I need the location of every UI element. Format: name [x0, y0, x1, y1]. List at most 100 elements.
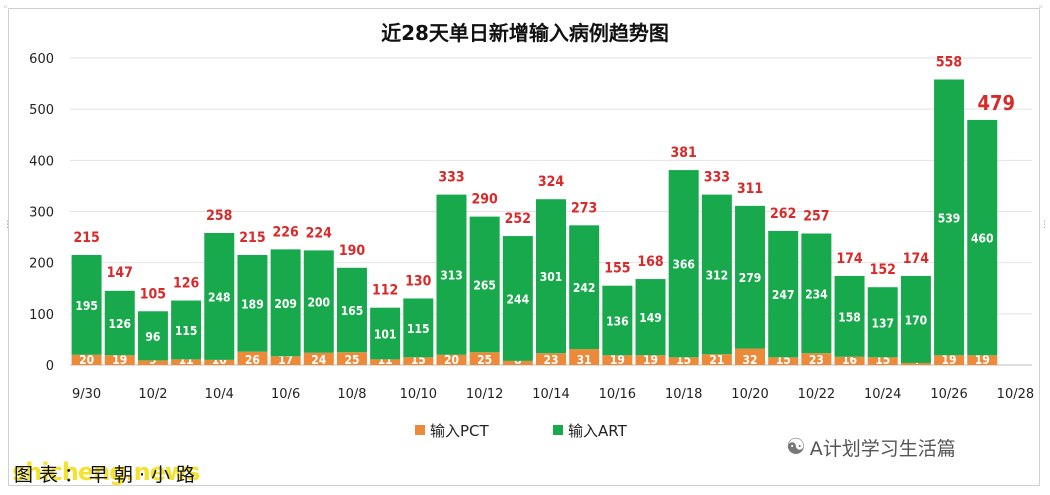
bar-art [635, 279, 666, 356]
bar-art [602, 285, 633, 356]
bar-art [735, 205, 766, 349]
bar-art-label: 209 [274, 297, 297, 311]
total-label: 381 [671, 145, 697, 161]
bar-art [569, 225, 600, 350]
bar-art-label: 158 [838, 310, 861, 324]
total-label: 262 [770, 206, 796, 222]
bar-art-label: 247 [772, 288, 795, 302]
bar-art [104, 290, 135, 356]
total-label: 155 [604, 261, 630, 277]
bar-art-label: 126 [108, 317, 131, 331]
y-tick-label: 200 [29, 257, 54, 272]
x-tick-label: 10/4 [205, 387, 234, 402]
total-label: 333 [704, 170, 730, 186]
bar-art [204, 232, 235, 360]
bar-art [370, 307, 401, 360]
bar-art [768, 230, 799, 358]
y-tick-label: 100 [29, 308, 54, 323]
bar-pct [834, 356, 865, 365]
legend-swatch [553, 425, 563, 435]
bar-art-label: 96 [145, 330, 160, 344]
total-label: 311 [737, 181, 763, 197]
bar-art-label: 279 [739, 271, 762, 285]
bar-art-label: 115 [175, 324, 198, 338]
wechat-icon: ☯ [786, 435, 806, 460]
bar-art-label: 312 [706, 268, 729, 282]
total-label: 290 [472, 192, 499, 208]
x-tick-label: 10/2 [138, 387, 167, 402]
bar-pct-label: 19 [942, 353, 957, 367]
bar-art-label: 137 [871, 316, 894, 330]
x-tick-label: 10/10 [400, 387, 437, 402]
chart-credit: 图表：早朝·小路 [14, 464, 202, 486]
bar-pct [204, 359, 235, 365]
bar-art [270, 249, 301, 357]
total-label: 190 [339, 243, 366, 259]
bar-pct [668, 357, 699, 365]
bar-art-label: 244 [507, 292, 530, 306]
bar-art [668, 170, 699, 358]
total-label: 333 [438, 170, 464, 186]
bar-art [502, 236, 533, 361]
wechat-watermark: ☯ A计划学习生活篇 [786, 434, 956, 461]
bar-pct-label: 32 [743, 353, 758, 367]
bar-pct-label: 31 [577, 353, 592, 367]
bar-pct-label: 24 [311, 353, 327, 367]
bar-pct [569, 349, 600, 365]
total-label: 105 [140, 286, 166, 302]
bar-pct [801, 353, 832, 365]
bar-art [137, 311, 168, 361]
bar-art-label: 200 [308, 296, 331, 310]
total-label: 215 [239, 230, 265, 246]
bar-art-label: 242 [573, 281, 596, 295]
resize-handle-left[interactable]: ⋮ [3, 220, 12, 230]
total-label: 558 [936, 54, 962, 70]
bar-art-label: 101 [374, 328, 397, 342]
resize-handle-top-left[interactable]: ◦ [3, 3, 9, 13]
x-tick-label: 10/20 [731, 387, 768, 402]
bar-pct [602, 355, 633, 365]
bar-pct-label: 20 [79, 353, 94, 367]
x-tick-label: 9/30 [72, 387, 101, 402]
watermark-text: A计划学习生活篇 [809, 438, 956, 460]
resize-handle-right[interactable]: ⋮ [1040, 220, 1049, 230]
total-label: 126 [173, 276, 200, 292]
bar-pct [635, 355, 666, 365]
total-label: 273 [571, 200, 597, 216]
x-tick-label: 10/8 [337, 387, 366, 402]
bar-pct-label: 20 [444, 353, 459, 367]
shicheng-logo: shicheng.news [12, 458, 200, 486]
total-label: 252 [505, 211, 531, 227]
bar-art-label: 115 [407, 322, 430, 336]
bar-art [867, 287, 898, 358]
bar-art-label: 170 [905, 313, 928, 327]
bar-art [303, 250, 334, 353]
bar-pct [370, 359, 401, 365]
total-label: 215 [73, 230, 99, 246]
bar-art [934, 79, 965, 356]
total-label: 152 [870, 262, 896, 278]
bar-pct [469, 352, 500, 365]
bar-pct [934, 355, 965, 365]
bar-pct [403, 357, 434, 365]
bar-pct [900, 362, 931, 365]
bar-art-label: 248 [208, 290, 231, 304]
bar-art-label: 265 [473, 278, 496, 292]
x-tick-label: 10/12 [466, 387, 503, 402]
chart-frame [8, 8, 1040, 486]
bar-pct [171, 359, 202, 365]
total-label: 112 [372, 283, 398, 299]
bar-pct [436, 354, 467, 365]
total-label: 258 [206, 208, 232, 224]
x-tick-label: 10/26 [930, 387, 967, 402]
bar-art [403, 298, 434, 358]
bar-art [436, 194, 467, 355]
total-label: 479 [977, 91, 1015, 115]
bar-art-label: 195 [75, 299, 98, 313]
bar-art-label: 301 [540, 270, 563, 284]
bar-pct-label: 19 [112, 353, 127, 367]
x-tick-label: 10/6 [271, 387, 300, 402]
resize-handle-top-right[interactable]: ◦ [1038, 3, 1044, 13]
y-tick-label: 500 [29, 103, 54, 118]
